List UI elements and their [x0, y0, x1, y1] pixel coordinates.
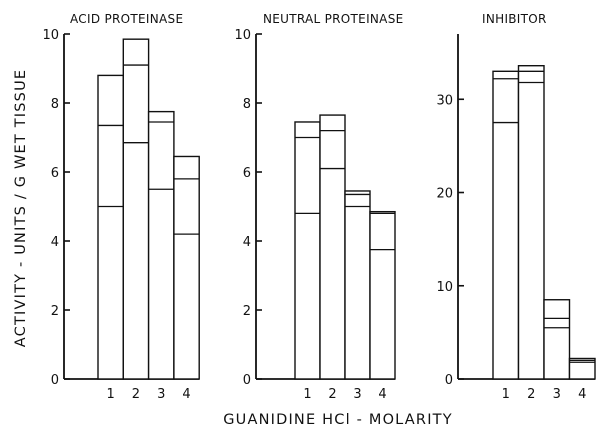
- x-tick-label: 2: [527, 387, 535, 402]
- bar: [492, 70, 520, 380]
- bar: [344, 190, 371, 380]
- y-tick-label: 2: [51, 304, 59, 319]
- bar: [543, 299, 571, 380]
- bar: [517, 65, 545, 380]
- y-tick-label: 10: [234, 28, 251, 43]
- x-tick-label: 1: [107, 387, 115, 402]
- y-tick-label: 4: [51, 235, 59, 250]
- bar: [122, 38, 150, 380]
- y-tick-label: 8: [51, 97, 59, 112]
- x-tick-label: 3: [553, 387, 561, 402]
- y-tick-label: 0: [445, 373, 453, 388]
- y-tick-label: 10: [42, 28, 59, 43]
- y-tick-label: 8: [243, 97, 251, 112]
- x-tick-label: 4: [182, 387, 190, 402]
- x-tick-label: 2: [132, 387, 140, 402]
- y-tick-label: 30: [436, 93, 453, 108]
- y-tick-label: 10: [436, 280, 453, 295]
- x-tick-label: 1: [303, 387, 311, 402]
- x-tick-label: 3: [157, 387, 165, 402]
- y-axis-title: ACTIVITY - UNITS / G WET TISSUE: [13, 69, 29, 348]
- x-tick-label: 3: [353, 387, 361, 402]
- y-tick-label: 4: [243, 235, 251, 250]
- x-tick-label: 2: [328, 387, 336, 402]
- bar: [173, 155, 200, 380]
- bar: [369, 210, 396, 380]
- bar: [97, 74, 124, 380]
- bar: [568, 357, 596, 380]
- x-tick-label: 4: [378, 387, 386, 402]
- y-tick-label: 0: [51, 373, 59, 388]
- panel-title: ACID PROTEINASE: [70, 12, 183, 26]
- panel-title: INHIBITOR: [482, 12, 547, 26]
- y-tick-label: 20: [436, 187, 453, 202]
- x-tick-label: 4: [578, 387, 586, 402]
- panel-title: NEUTRAL PROTEINASE: [263, 12, 404, 26]
- bar: [294, 121, 321, 380]
- x-tick-label: 1: [502, 387, 510, 402]
- y-tick-label: 6: [243, 166, 251, 181]
- panel-3: INHIBITOR 0 10 20 30 1 2 3 4: [436, 12, 596, 402]
- y-tick-label: 6: [51, 166, 59, 181]
- x-axis-title: GUANIDINE HCl - MOLARITY: [223, 412, 453, 428]
- y-tick-label: 2: [243, 304, 251, 319]
- y-tick-label: 0: [243, 373, 251, 388]
- bar: [147, 110, 175, 380]
- bar: [319, 114, 346, 380]
